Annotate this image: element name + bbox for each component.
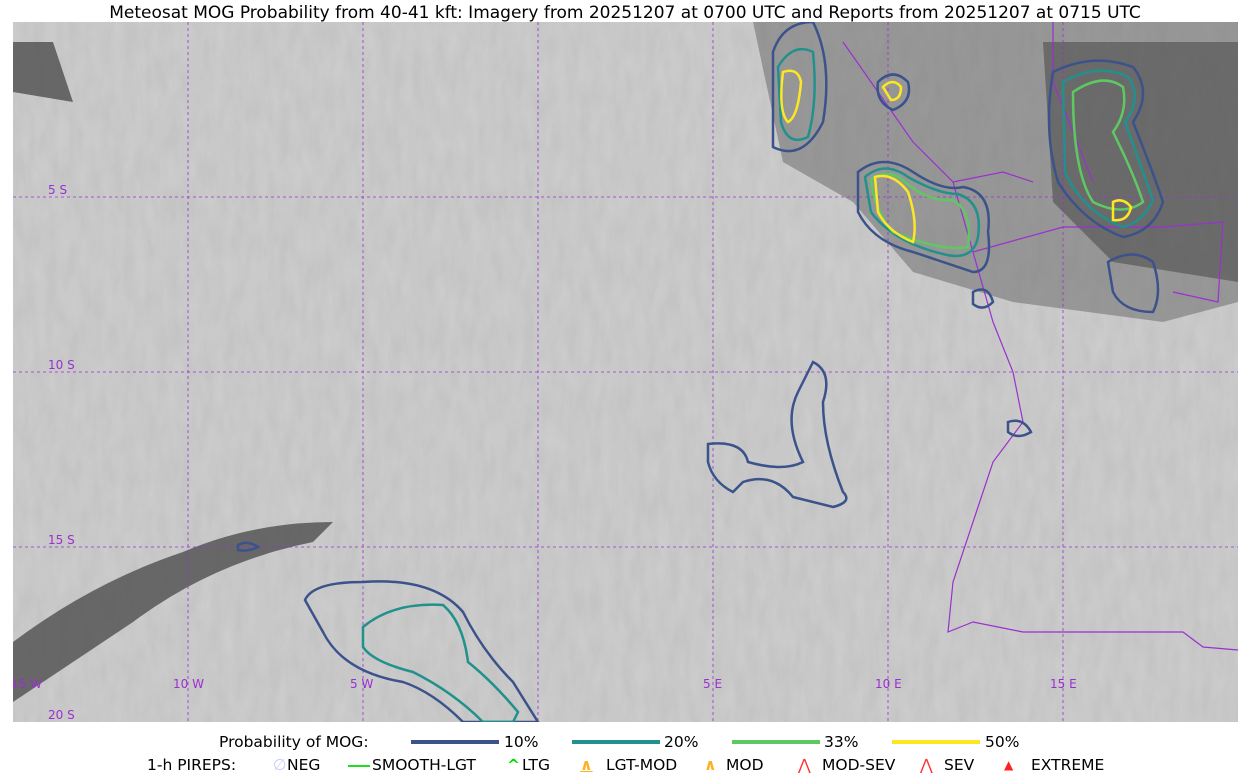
longitude-labels: 15 W 10 W 5 W 5 E 10 E 15 E <box>13 677 1077 691</box>
dash-icon <box>348 765 370 767</box>
pireps-legend-title: 1-h PIREPS: <box>147 756 237 774</box>
contour-50 <box>873 174 916 244</box>
probability-legend-title: Probability of MOG: <box>219 733 369 751</box>
map-title: Meteosat MOG Probability from 40-41 kft:… <box>109 3 1141 23</box>
lon-label: 15 E <box>1050 677 1077 691</box>
latitude-labels: 5 S 10 S 15 S 20 S <box>48 183 75 722</box>
contour-50 <box>780 69 803 124</box>
double-caret-bar-icon: ⋀ <box>798 756 811 774</box>
pirep-label: MOD <box>726 756 764 774</box>
lon-label: 10 W <box>173 677 204 691</box>
pirep-label: NEG <box>287 756 321 774</box>
caret-bar-icon: ∧ <box>580 756 593 774</box>
caret-icon: ∧ <box>704 756 717 774</box>
pirep-label: EXTREME <box>1031 756 1105 774</box>
contour-10 <box>771 22 828 153</box>
pirep-label: LGT-MOD <box>606 756 678 774</box>
contour-10 <box>876 73 911 112</box>
contour-20 <box>863 167 981 258</box>
lat-label: 5 S <box>48 183 67 197</box>
contour-10 <box>856 160 991 274</box>
pirep-label: SMOOTH-LGT <box>372 756 476 774</box>
caret-icon: ^ <box>507 756 520 774</box>
legend-swatch-50 <box>892 740 980 744</box>
contour-10 <box>236 541 261 552</box>
legend-label: 50% <box>985 733 1020 751</box>
lon-label: 5 W <box>350 677 373 691</box>
lat-label: 15 S <box>48 533 75 547</box>
mog-contours <box>236 22 1165 722</box>
legend-label: 20% <box>664 733 699 751</box>
contour-10 <box>303 580 540 722</box>
contour-10 <box>1006 419 1033 438</box>
contour-50 <box>881 80 903 102</box>
pirep-label: SEV <box>944 756 975 774</box>
pirep-label: LTG <box>522 756 550 774</box>
lon-label: 5 E <box>703 677 722 691</box>
contour-20 <box>776 47 816 142</box>
filled-triangle-icon: ▲ <box>1004 758 1014 772</box>
lon-label: 15 W <box>13 677 42 691</box>
legend-swatch-20 <box>572 740 660 744</box>
contour-50 <box>1111 199 1133 222</box>
contour-10 <box>1106 253 1160 314</box>
satellite-map: 5 S 10 S 15 S 20 S 15 W 10 W 5 W 5 E 10 … <box>13 22 1238 722</box>
lat-label: 20 S <box>48 708 75 722</box>
contour-10 <box>1047 59 1165 239</box>
contour-20 <box>1061 69 1155 229</box>
contour-10 <box>971 288 995 309</box>
country-border <box>842 22 1238 651</box>
pirep-label: MOD-SEV <box>822 756 896 774</box>
legend-swatch-10 <box>411 740 499 744</box>
neg-circle-icon: ∅ <box>273 756 287 774</box>
graticule <box>13 22 1238 722</box>
lat-label: 10 S <box>48 358 75 372</box>
legend-label: 33% <box>824 733 859 751</box>
contour-33 <box>1071 79 1145 211</box>
legend-swatch-33 <box>732 740 820 744</box>
double-caret-icon: ⋀ <box>920 756 933 774</box>
legend-label: 10% <box>504 733 539 751</box>
lon-label: 10 E <box>875 677 902 691</box>
contour-10 <box>706 360 848 509</box>
contour-20 <box>361 603 520 722</box>
